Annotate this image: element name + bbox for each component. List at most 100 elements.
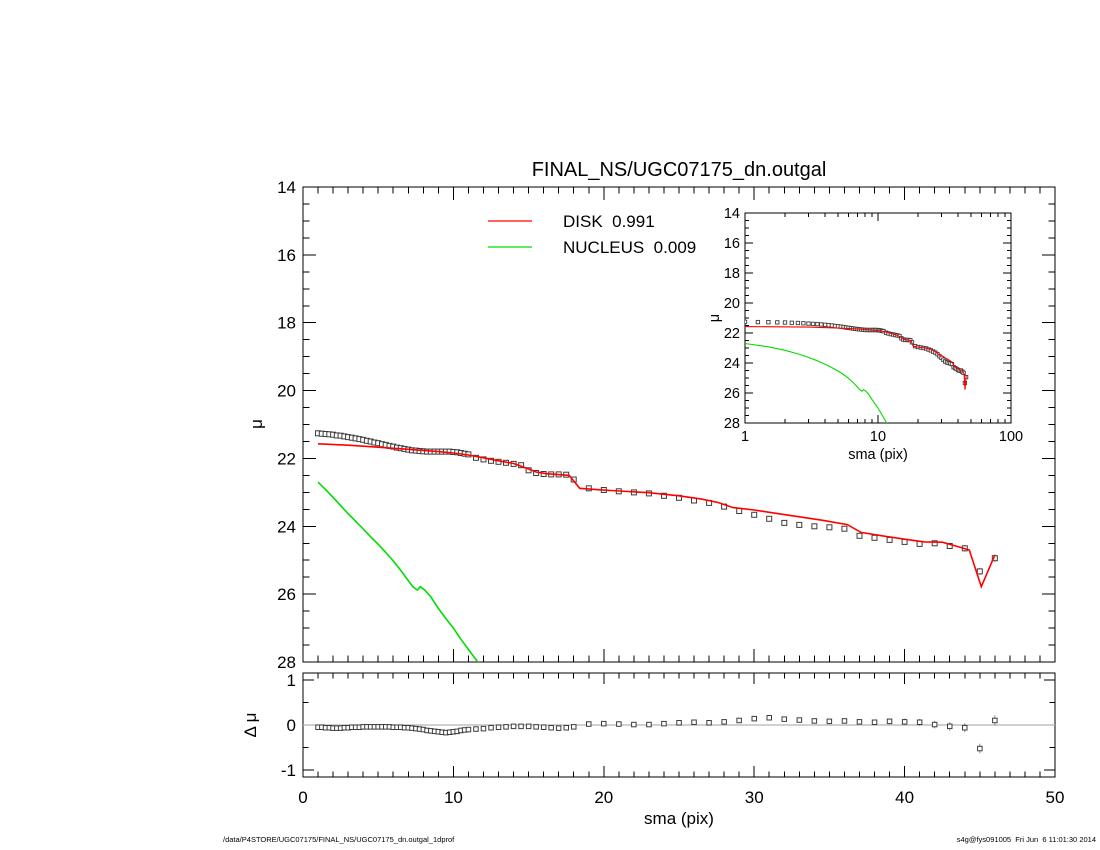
main-y-tick-label: 22 <box>277 449 296 468</box>
x-tick-label: 30 <box>745 788 764 807</box>
main-disk-model-line <box>317 443 996 589</box>
inset-data-point <box>810 321 816 327</box>
main-data-point <box>766 515 773 522</box>
inset-y-tick-label: 28 <box>724 416 740 432</box>
main-data-point <box>841 525 848 532</box>
residual-y-axis-title: Δ μ <box>241 713 260 738</box>
residual-data-point <box>766 715 772 721</box>
main-data-point <box>826 524 833 531</box>
inset-panel-frame <box>744 212 1012 424</box>
residual-data-point <box>781 716 787 722</box>
residual-data-point <box>841 718 848 724</box>
residual-data-point <box>488 725 494 731</box>
residual-data-point <box>616 721 622 727</box>
main-y-tick-label: 28 <box>277 653 296 672</box>
residual-y-tick-label: -1 <box>281 761 296 780</box>
footer-left-path: /data/P4STORE/UGC07175/FINAL_NS/UGC07175… <box>223 835 455 844</box>
main-nucleus-model-line <box>317 481 479 662</box>
main-y-axis-title: μ <box>247 419 266 429</box>
residual-data-point <box>691 719 697 725</box>
main-data-point <box>856 532 863 539</box>
plot-title: FINAL_NS/UGC07175_dn.outgal <box>532 159 827 181</box>
residual-data-point <box>480 725 487 732</box>
inset-y-tick-label: 24 <box>724 356 740 372</box>
residual-data-point <box>962 725 968 731</box>
main-data-point <box>473 454 479 461</box>
residual-data-point <box>736 717 742 724</box>
residual-data-point <box>503 724 509 730</box>
residual-data-point <box>751 715 757 722</box>
residual-data-point <box>811 718 818 724</box>
inset-y-tick-label: 16 <box>724 236 740 252</box>
legend: DISK 0.991 NUCLEUS 0.009 <box>488 212 696 257</box>
inset-y-tick-label: 22 <box>724 326 740 342</box>
residual-data-point <box>586 721 592 727</box>
inset-data-point <box>806 321 811 326</box>
main-data-point <box>931 540 938 547</box>
residual-data-point <box>856 719 863 725</box>
inset-nucleus-model-line <box>745 342 888 423</box>
residual-data-point <box>931 721 938 728</box>
main-y-tick-label: 20 <box>277 382 296 401</box>
residual-data-point <box>661 720 667 727</box>
x-tick-label: 50 <box>1046 788 1065 807</box>
residual-data-point <box>646 721 652 728</box>
residual-data-point <box>465 726 472 733</box>
residual-data-point <box>706 720 712 726</box>
inset-disk-model-line <box>745 326 967 390</box>
x-axis-title: sma (pix) <box>644 809 714 828</box>
inset-data-point <box>766 320 771 325</box>
inset-y-tick-label: 26 <box>724 386 740 402</box>
inset-y-axis-title: μ <box>707 314 723 322</box>
main-data-point <box>871 534 878 541</box>
main-y-tick-label: 24 <box>277 517 296 536</box>
main-data-point <box>976 568 983 575</box>
main-y-tick-label: 14 <box>277 178 296 197</box>
residual-data-point <box>886 718 893 725</box>
residual-y-tick-label: 0 <box>287 716 296 735</box>
residual-data-point <box>533 724 539 730</box>
main-data-point <box>886 536 893 543</box>
main-data-point <box>661 492 667 499</box>
x-tick-label: 10 <box>444 788 463 807</box>
main-panel-frame <box>302 186 1056 663</box>
residual-data-point <box>721 719 727 725</box>
main-data-point <box>480 456 487 463</box>
residual-data-point <box>631 721 637 728</box>
residual-data-point <box>796 717 803 723</box>
residual-data-point <box>977 745 983 752</box>
inset-y-tick-label: 20 <box>724 296 740 312</box>
residual-data-point <box>495 724 502 730</box>
residual-data-point <box>525 723 532 730</box>
inset-data-point <box>789 320 794 325</box>
x-tick-label: 40 <box>895 788 914 807</box>
inset-data-point <box>795 320 801 326</box>
residual-data-point <box>540 724 547 730</box>
residual-data-point <box>548 725 554 731</box>
inset-y-tick-label: 14 <box>724 206 740 222</box>
legend-nucleus-label: NUCLEUS 0.009 <box>563 238 696 257</box>
inset-data-point <box>815 321 820 327</box>
legend-disk-label: DISK 0.991 <box>563 212 655 231</box>
inset-data-point <box>819 322 824 327</box>
main-y-tick-label: 16 <box>277 246 296 265</box>
inset-x-axis-title: sma (pix) <box>848 447 908 463</box>
residual-y-tick-label: 1 <box>287 671 296 690</box>
main-data-point <box>796 521 803 528</box>
inset-x-tick-label: 1 <box>741 429 749 445</box>
main-data-point <box>488 457 494 464</box>
residual-data-point <box>871 719 878 725</box>
main-data-point <box>811 523 818 530</box>
inset-data-point <box>775 320 780 325</box>
inset-x-tick-label: 10 <box>870 429 886 445</box>
residual-data-point <box>992 717 998 724</box>
residual-data-point <box>510 723 517 730</box>
main-data-point <box>751 511 758 518</box>
footer-right-user-timestamp: s4g@fys091005 Fri Jun 6 11:01:30 2014 <box>957 835 1096 844</box>
residual-data-point <box>518 723 524 730</box>
residual-data-point <box>555 725 562 731</box>
residual-data-point <box>947 723 953 730</box>
residual-data-point <box>571 724 577 730</box>
